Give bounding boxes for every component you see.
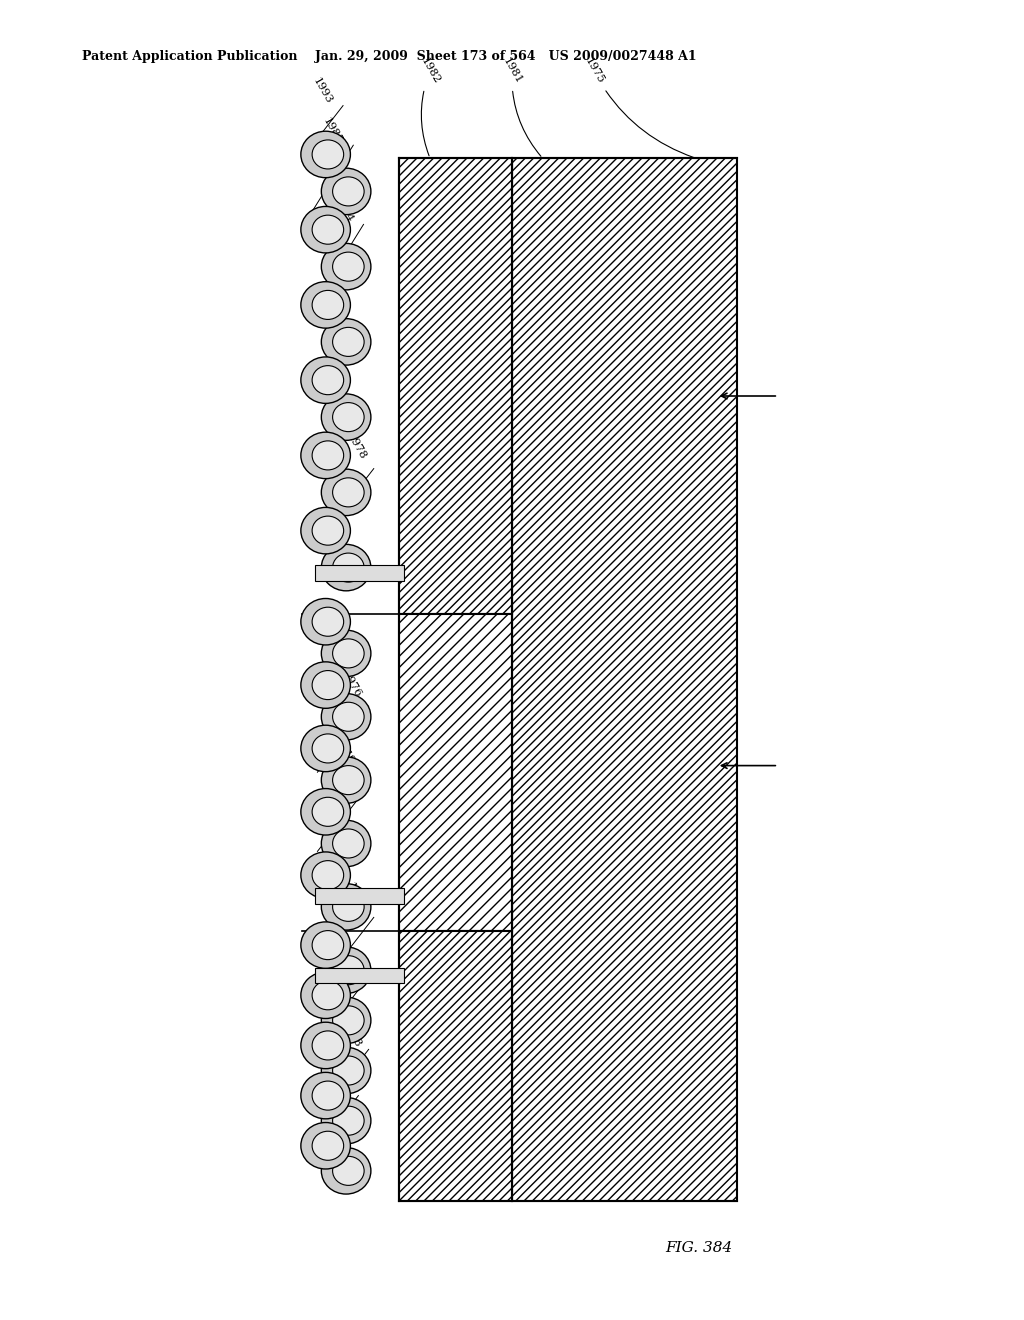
Ellipse shape (333, 252, 365, 281)
Bar (315, 565, 404, 581)
Bar (399, 931, 512, 1201)
Ellipse shape (301, 131, 350, 178)
Text: 1981: 1981 (501, 57, 541, 156)
Ellipse shape (322, 883, 371, 931)
Ellipse shape (312, 797, 344, 826)
Ellipse shape (312, 607, 344, 636)
Bar (315, 888, 404, 904)
Ellipse shape (322, 469, 371, 516)
Bar (512, 158, 737, 1201)
Ellipse shape (333, 892, 365, 921)
Ellipse shape (301, 972, 350, 1019)
Ellipse shape (312, 931, 344, 960)
Ellipse shape (301, 851, 350, 899)
Ellipse shape (312, 1081, 344, 1110)
Bar (399, 614, 512, 931)
Ellipse shape (322, 1097, 371, 1144)
Ellipse shape (312, 1131, 344, 1160)
Ellipse shape (322, 693, 371, 741)
Ellipse shape (322, 544, 371, 591)
Ellipse shape (322, 997, 371, 1044)
Ellipse shape (301, 206, 350, 253)
Ellipse shape (322, 168, 371, 215)
Ellipse shape (322, 318, 371, 366)
Ellipse shape (301, 432, 350, 479)
Ellipse shape (312, 861, 344, 890)
Bar (399, 931, 512, 1201)
Ellipse shape (333, 766, 365, 795)
Ellipse shape (333, 1006, 365, 1035)
Ellipse shape (312, 215, 344, 244)
Text: 1985: 1985 (335, 954, 357, 983)
Ellipse shape (301, 788, 350, 836)
Ellipse shape (322, 1047, 371, 1094)
Ellipse shape (333, 956, 365, 985)
Ellipse shape (333, 478, 365, 507)
Ellipse shape (312, 734, 344, 763)
Ellipse shape (301, 281, 350, 329)
Bar (315, 968, 404, 983)
Bar (399, 158, 512, 614)
Ellipse shape (322, 756, 371, 804)
Ellipse shape (333, 327, 365, 356)
Ellipse shape (333, 829, 365, 858)
Ellipse shape (333, 1156, 365, 1185)
Ellipse shape (322, 1147, 371, 1195)
Ellipse shape (322, 630, 371, 677)
Ellipse shape (333, 403, 365, 432)
Ellipse shape (333, 1056, 365, 1085)
Text: 1977: 1977 (340, 750, 362, 779)
Ellipse shape (312, 516, 344, 545)
Bar (399, 614, 512, 931)
Text: 1982: 1982 (419, 57, 441, 156)
Ellipse shape (322, 820, 371, 867)
Text: FIG. 384: FIG. 384 (666, 1241, 733, 1255)
Ellipse shape (312, 366, 344, 395)
Ellipse shape (301, 725, 350, 772)
Ellipse shape (301, 598, 350, 645)
Text: 1979: 1979 (345, 882, 368, 911)
Ellipse shape (312, 1031, 344, 1060)
Ellipse shape (301, 356, 350, 404)
Text: Patent Application Publication    Jan. 29, 2009  Sheet 173 of 564   US 2009/0027: Patent Application Publication Jan. 29, … (82, 50, 696, 63)
Bar (399, 158, 512, 614)
Ellipse shape (312, 441, 344, 470)
Ellipse shape (312, 140, 344, 169)
Text: 1993: 1993 (330, 1067, 352, 1096)
Ellipse shape (301, 1072, 350, 1119)
Ellipse shape (333, 177, 365, 206)
Ellipse shape (301, 921, 350, 969)
Ellipse shape (322, 946, 371, 994)
Ellipse shape (301, 661, 350, 709)
Text: 1978: 1978 (340, 1020, 362, 1049)
Text: 1976: 1976 (340, 671, 362, 700)
Ellipse shape (333, 702, 365, 731)
Ellipse shape (301, 1122, 350, 1170)
Ellipse shape (333, 1106, 365, 1135)
Ellipse shape (333, 639, 365, 668)
Bar (512, 158, 737, 1201)
Text: 1975: 1975 (583, 57, 693, 157)
Ellipse shape (322, 393, 371, 441)
Ellipse shape (333, 553, 365, 582)
Ellipse shape (312, 981, 344, 1010)
Text: 1978: 1978 (345, 433, 368, 462)
Ellipse shape (301, 507, 350, 554)
Ellipse shape (312, 290, 344, 319)
Text: 1985: 1985 (322, 116, 344, 145)
Ellipse shape (312, 671, 344, 700)
Text: 1993: 1993 (311, 77, 334, 106)
Ellipse shape (322, 243, 371, 290)
Text: 1994: 1994 (332, 195, 354, 224)
Ellipse shape (301, 1022, 350, 1069)
